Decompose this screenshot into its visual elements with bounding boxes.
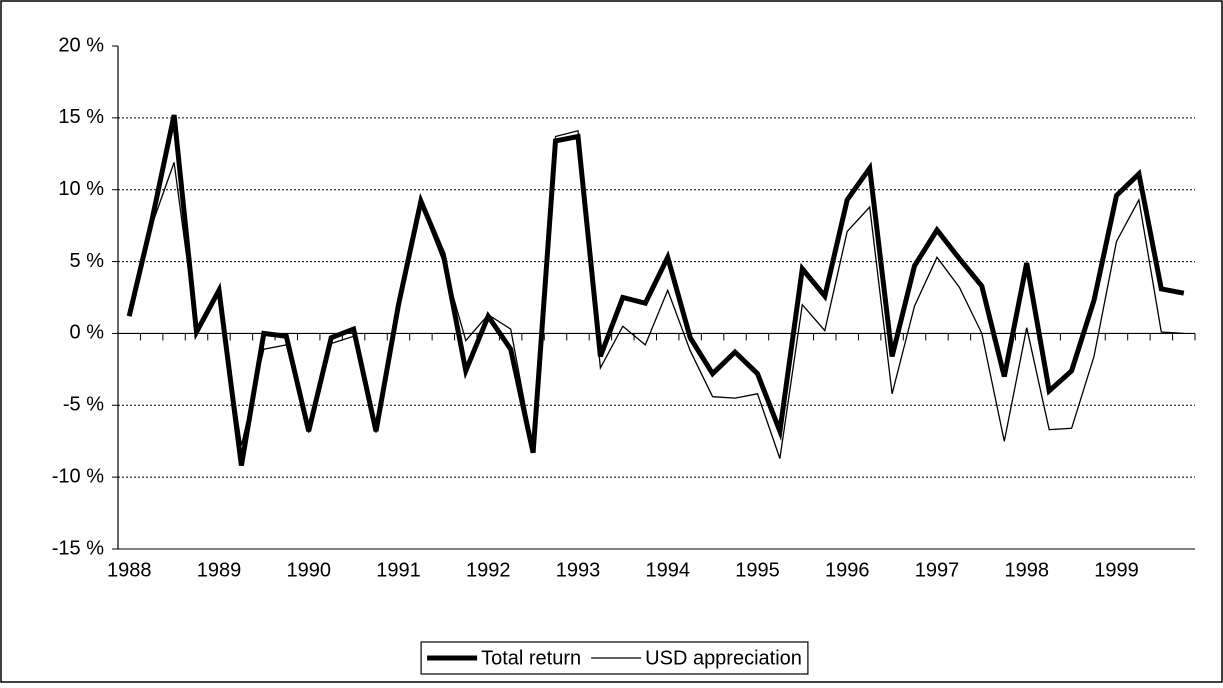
- y-tick-label: -5 %: [63, 394, 104, 416]
- y-tick-label: 20 %: [58, 34, 104, 56]
- x-tick-label: 1999: [1094, 559, 1139, 581]
- y-tick-label: 15 %: [58, 106, 104, 128]
- x-tick-label: 1991: [376, 559, 421, 581]
- x-tick-label: 1993: [556, 559, 601, 581]
- x-tick-label: 1989: [197, 559, 242, 581]
- y-tick-label: -10 %: [52, 465, 104, 487]
- y-tick-label: 5 %: [70, 250, 105, 272]
- y-tick-label: -15 %: [52, 537, 104, 559]
- y-tick-label: 10 %: [58, 178, 104, 200]
- x-tick-label: 1997: [915, 559, 960, 581]
- legend: Total return USD appreciation: [420, 641, 809, 675]
- x-tick-label: 1992: [466, 559, 511, 581]
- x-tick-label: 1988: [107, 559, 152, 581]
- x-tick-label: 1998: [1004, 559, 1049, 581]
- legend-label: Total return: [481, 647, 581, 669]
- x-tick-label: 1995: [735, 559, 780, 581]
- legend-label: USD appreciation: [645, 647, 802, 669]
- x-tick-label: 1996: [825, 559, 870, 581]
- x-tick-label: 1994: [645, 559, 690, 581]
- series-line: [126, 114, 1185, 467]
- x-tick-label: 1990: [286, 559, 331, 581]
- y-tick-label: 0 %: [70, 322, 105, 344]
